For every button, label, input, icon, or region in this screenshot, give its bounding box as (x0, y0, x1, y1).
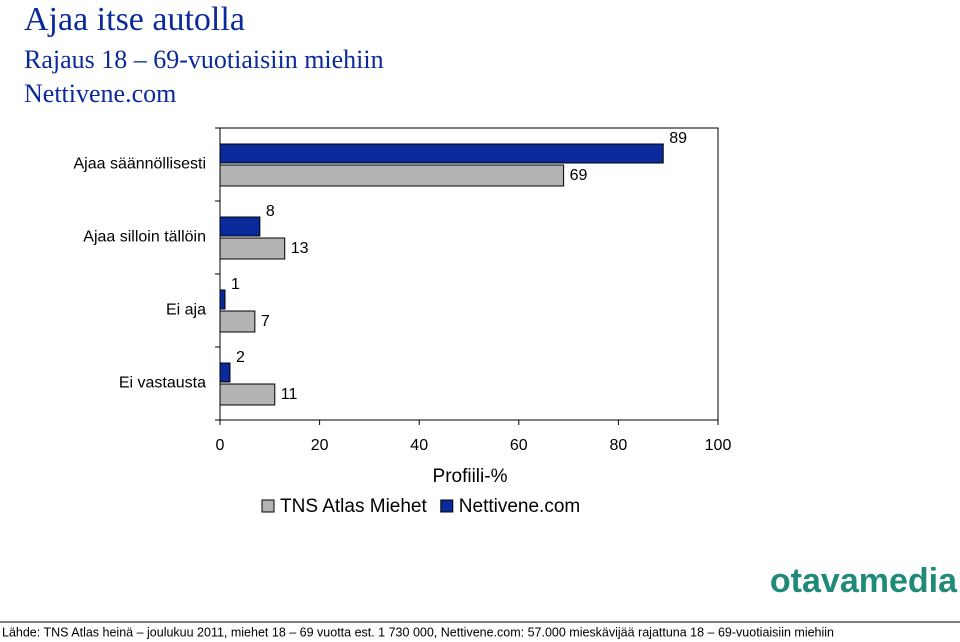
y-tick-label: Ei aja (166, 302, 206, 319)
bar (219, 289, 226, 310)
x-axis-label: Profiili-% (433, 466, 508, 487)
data-label: 1 (231, 276, 240, 293)
x-tick-label: 60 (510, 437, 528, 454)
x-tick-label: 100 (705, 437, 732, 454)
data-label: 89 (669, 130, 687, 147)
x-tick-label: 80 (610, 437, 628, 454)
legend-swatch (440, 499, 454, 513)
data-label: 69 (570, 167, 588, 184)
subtitle: Nettivene.com (24, 79, 176, 108)
legend-label: TNS Atlas Miehet (280, 496, 427, 517)
subtitle: Rajaus 18 – 69-vuotiaisiin miehiin (24, 45, 384, 74)
data-label: 7 (261, 313, 270, 330)
logo: otavamedia (770, 562, 958, 600)
source: Lähde: TNS Atlas heinä – joulukuu 2011, … (2, 625, 834, 639)
title: Ajaa itse autolla (24, 1, 245, 38)
x-tick-label: 40 (410, 437, 428, 454)
data-label: 13 (291, 240, 309, 257)
bar (219, 383, 276, 406)
x-tick-label: 20 (311, 437, 329, 454)
data-label: 11 (281, 386, 298, 403)
bar (219, 362, 231, 383)
y-tick-label: Ajaa säännöllisesti (73, 156, 206, 173)
bar (219, 237, 286, 260)
data-label: 8 (266, 203, 275, 220)
y-tick-label: Ajaa silloin tällöin (83, 229, 206, 246)
bar (219, 164, 565, 187)
data-label: 2 (236, 349, 245, 366)
legend-label: Nettivene.com (459, 496, 580, 517)
y-tick-label: Ei vastausta (119, 375, 206, 392)
bar (219, 143, 664, 164)
bar (219, 216, 261, 237)
bar (219, 310, 256, 333)
legend-swatch (261, 499, 275, 513)
x-tick-label: 0 (216, 437, 225, 454)
